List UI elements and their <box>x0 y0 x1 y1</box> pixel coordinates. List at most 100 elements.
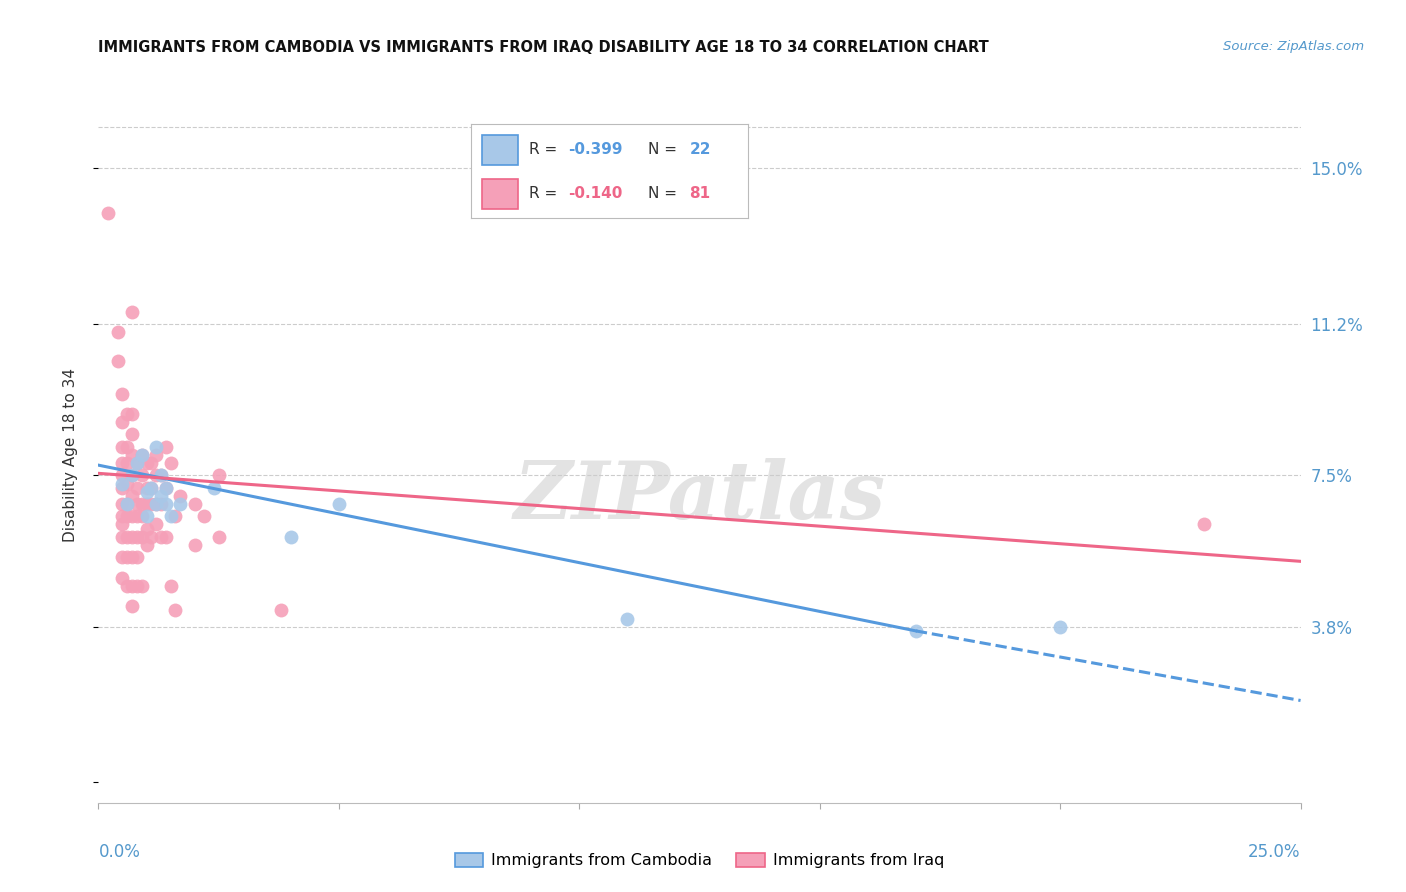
Point <box>125 579 148 593</box>
Point <box>193 509 215 524</box>
Point <box>145 448 167 462</box>
Point <box>135 481 157 495</box>
Point <box>111 530 134 544</box>
Point <box>107 325 129 339</box>
Text: -0.399: -0.399 <box>568 143 623 157</box>
Point <box>125 509 148 524</box>
Point <box>111 517 134 532</box>
Text: N =: N = <box>648 143 682 157</box>
Point <box>155 497 177 511</box>
Point <box>1194 517 1216 532</box>
Point <box>131 530 153 544</box>
Point <box>145 517 167 532</box>
Point <box>117 407 139 421</box>
Point <box>111 468 134 483</box>
Point <box>121 550 143 565</box>
Point <box>135 538 157 552</box>
Point <box>121 468 143 483</box>
Point <box>149 468 172 483</box>
Point <box>117 476 139 491</box>
Point <box>117 440 139 454</box>
Point <box>145 440 167 454</box>
Point <box>121 579 143 593</box>
Point <box>121 489 143 503</box>
Point <box>117 497 139 511</box>
Text: 81: 81 <box>689 186 710 202</box>
Point <box>149 497 172 511</box>
Point <box>117 509 139 524</box>
Point <box>121 468 143 483</box>
Text: N =: N = <box>648 186 682 202</box>
Point <box>141 481 163 495</box>
Point <box>145 497 167 511</box>
Point <box>183 497 205 511</box>
Point <box>149 468 172 483</box>
Text: 0.0%: 0.0% <box>98 843 141 861</box>
Point <box>117 497 139 511</box>
Point <box>131 448 153 462</box>
Point <box>135 497 157 511</box>
Point <box>1049 620 1071 634</box>
Point <box>165 509 187 524</box>
Point <box>149 530 172 544</box>
Point <box>125 530 148 544</box>
Point <box>155 530 177 544</box>
Point <box>141 530 163 544</box>
Point <box>117 456 139 470</box>
FancyBboxPatch shape <box>482 135 517 165</box>
Point <box>117 579 139 593</box>
Point <box>121 530 143 544</box>
Text: 22: 22 <box>689 143 711 157</box>
Point <box>208 468 231 483</box>
Text: R =: R = <box>529 186 562 202</box>
Point <box>328 497 350 511</box>
Point <box>125 456 148 470</box>
Text: 25.0%: 25.0% <box>1249 843 1301 861</box>
Text: IMMIGRANTS FROM CAMBODIA VS IMMIGRANTS FROM IRAQ DISABILITY AGE 18 TO 34 CORRELA: IMMIGRANTS FROM CAMBODIA VS IMMIGRANTS F… <box>98 40 990 55</box>
Point <box>117 550 139 565</box>
Point <box>141 497 163 511</box>
Point <box>155 481 177 495</box>
Text: ZIPatlas: ZIPatlas <box>513 458 886 535</box>
Point <box>111 571 134 585</box>
Point <box>202 481 225 495</box>
Point <box>121 509 143 524</box>
Point <box>145 468 167 483</box>
Point <box>131 448 153 462</box>
Point <box>111 509 134 524</box>
Point <box>111 415 134 429</box>
Point <box>135 456 157 470</box>
Point <box>135 484 157 499</box>
Legend: Immigrants from Cambodia, Immigrants from Iraq: Immigrants from Cambodia, Immigrants fro… <box>449 847 950 875</box>
Point <box>111 456 134 470</box>
Point <box>904 624 927 638</box>
Point <box>131 497 153 511</box>
Point <box>125 550 148 565</box>
FancyBboxPatch shape <box>482 179 517 209</box>
Point <box>121 599 143 614</box>
Text: Source: ZipAtlas.com: Source: ZipAtlas.com <box>1223 40 1364 54</box>
Point <box>125 481 148 495</box>
Point <box>121 427 143 442</box>
Point <box>280 530 302 544</box>
Point <box>165 603 187 617</box>
Point <box>111 386 134 401</box>
Point <box>121 304 143 318</box>
Point <box>131 468 153 483</box>
Point <box>125 497 148 511</box>
Point <box>159 509 181 524</box>
Point <box>145 497 167 511</box>
Point <box>111 497 134 511</box>
Point <box>155 481 177 495</box>
Point <box>111 550 134 565</box>
Point <box>169 497 191 511</box>
Point <box>141 456 163 470</box>
Point <box>159 456 181 470</box>
Point <box>111 476 134 491</box>
Point <box>149 489 172 503</box>
Point <box>125 456 148 470</box>
Point <box>121 407 143 421</box>
Point <box>131 509 153 524</box>
Point <box>135 522 157 536</box>
Point <box>121 448 143 462</box>
